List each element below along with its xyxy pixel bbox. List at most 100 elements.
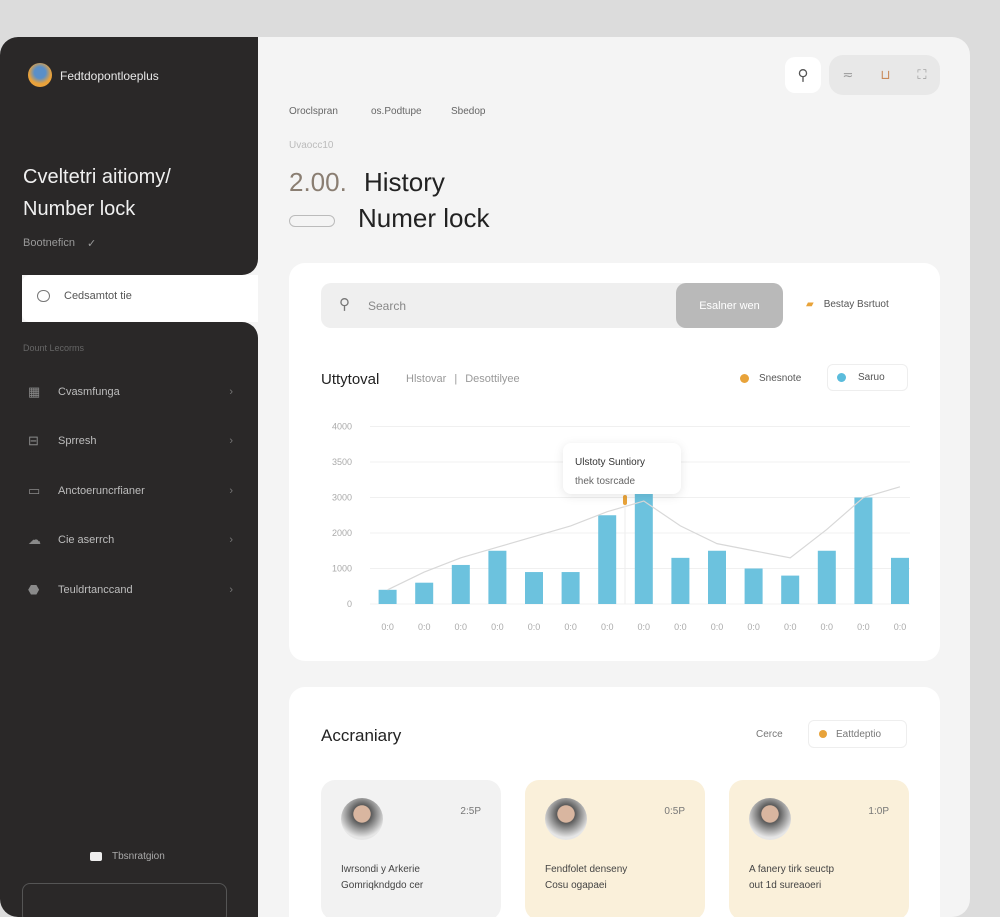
app-window: Fedtdopontloeplus Cveltetri aitiomy/ Num… bbox=[0, 37, 970, 917]
search-submit-button[interactable]: Esalner wen bbox=[676, 283, 783, 328]
person-card[interactable]: 2:5P Iwrsondi y Arkerie Gomriqkndgdo cer bbox=[321, 780, 501, 917]
y-tick-label: 3000 bbox=[332, 493, 352, 503]
calendar-icon: ▭ bbox=[28, 483, 41, 498]
x-tick-label: 0:0 bbox=[711, 622, 724, 632]
x-tick-label: 0:0 bbox=[857, 622, 870, 632]
chart-tab-1[interactable]: Desottilyee bbox=[465, 373, 520, 385]
chart-tab-0[interactable]: Hlstovar bbox=[406, 373, 447, 385]
x-tick-label: 0:0 bbox=[564, 622, 577, 632]
chevron-down-icon: ✓ bbox=[86, 238, 97, 250]
shield-icon: ⬣ bbox=[28, 582, 40, 597]
card-line2: Cosu ogapaei bbox=[545, 880, 607, 891]
activity-link[interactable]: Cerce bbox=[756, 729, 783, 740]
sidebar-selected-item[interactable] bbox=[22, 275, 258, 322]
card-line1: Iwrsondi y Arkerie bbox=[341, 864, 420, 875]
side-action[interactable]: ▰ Bestay Bsrtuot bbox=[806, 299, 889, 310]
bar bbox=[451, 564, 470, 604]
sidebar-item-0[interactable]: ▦ Cvasmfunga › bbox=[28, 382, 233, 402]
x-tick-label: 0:0 bbox=[601, 622, 614, 632]
chart-tabs: Hlstovar | Desottilyee bbox=[406, 373, 520, 385]
x-tick-label: 0:0 bbox=[528, 622, 541, 632]
search-button[interactable]: ⚲ bbox=[785, 57, 821, 93]
bar bbox=[708, 550, 726, 604]
sidebar-dropdown[interactable]: Bootneficn ✓ bbox=[23, 237, 96, 250]
tooltip-marker bbox=[623, 495, 627, 505]
bar bbox=[781, 575, 800, 604]
dropdown-label: Bootneficn bbox=[23, 237, 75, 249]
card-line1: Fendfolet denseny bbox=[545, 864, 628, 875]
expand-icon[interactable]: ⛶ bbox=[917, 67, 927, 82]
bar bbox=[854, 497, 873, 604]
bar bbox=[561, 572, 580, 604]
bar bbox=[378, 589, 397, 604]
logo-icon bbox=[28, 63, 52, 87]
legend-label: Snesnote bbox=[759, 373, 802, 384]
selected-item-content[interactable]: Cedsamtot tie bbox=[37, 290, 132, 302]
status-dot bbox=[819, 730, 827, 738]
bar bbox=[634, 493, 653, 604]
x-tick-label: 0:0 bbox=[784, 622, 797, 632]
activity-filter[interactable]: Eattdeptio bbox=[808, 720, 907, 748]
card-line1: A fanery tirk seuctp bbox=[749, 864, 835, 875]
chevron-icon: › bbox=[229, 584, 233, 596]
top-link-0[interactable]: Oroclspran bbox=[289, 106, 338, 117]
search-placeholder: Search bbox=[368, 299, 407, 313]
inbox-icon[interactable]: ⊔ bbox=[880, 67, 891, 82]
sidebar-item-3[interactable]: ☁ Cie aserrch › bbox=[28, 530, 233, 550]
x-tick-label: 0:0 bbox=[821, 622, 834, 632]
toolbar-icons: ≂ ⊔ ⛶ bbox=[829, 55, 940, 95]
person-card[interactable]: 1:0P A fanery tirk seuctp out 1d sureaoe… bbox=[729, 780, 909, 917]
legend-dot bbox=[740, 374, 749, 383]
header-eyebrow: Uvaocc10 bbox=[289, 140, 334, 151]
search-icon: ⚲ bbox=[339, 296, 350, 313]
item-label: Teuldrtanccand bbox=[58, 584, 133, 596]
avatar bbox=[341, 798, 383, 840]
bar bbox=[488, 550, 507, 604]
avatar bbox=[749, 798, 791, 840]
sidebar-title-line1: Cveltetri aitiomy/ bbox=[23, 166, 171, 188]
item-label: Anctoeruncrfianer bbox=[58, 485, 145, 497]
lock-icon: ▰ bbox=[806, 299, 814, 310]
chart-title: Uttytoval bbox=[321, 371, 380, 388]
sidebar-title: Cveltetri aitiomy/ Number lock bbox=[23, 161, 171, 225]
section-label: Dount Lecorms bbox=[23, 343, 85, 353]
legend-item-1[interactable]: Saruo bbox=[827, 364, 908, 391]
card-time: 2:5P bbox=[460, 806, 481, 817]
activity-title: Accraniary bbox=[321, 726, 402, 745]
person-card[interactable]: 0:5P Fendfolet denseny Cosu ogapaei bbox=[525, 780, 705, 917]
bar bbox=[415, 582, 434, 604]
filter-icon[interactable]: ≂ bbox=[842, 67, 854, 82]
bar bbox=[817, 550, 836, 604]
sidebar-item-2[interactable]: ▭ Anctoeruncrfianer › bbox=[28, 481, 233, 501]
legend-item-0[interactable]: Snesnote bbox=[740, 373, 801, 384]
grid-icon: ▦ bbox=[28, 384, 41, 399]
series-line bbox=[387, 486, 901, 591]
sidebar-item-1[interactable]: ⊟ Sprresh › bbox=[28, 431, 233, 451]
sidebar-footer[interactable]: Tbsnratgion bbox=[90, 851, 165, 862]
selected-item-label: Cedsamtot tie bbox=[64, 290, 132, 302]
page-title: History bbox=[364, 167, 445, 197]
y-tick-label: 4000 bbox=[332, 422, 352, 432]
header-value: 2.00. bbox=[289, 167, 347, 197]
y-tick-label: 0 bbox=[347, 599, 352, 609]
bar bbox=[525, 572, 543, 604]
x-tick-label: 0:0 bbox=[638, 622, 651, 632]
x-tick-label: 0:0 bbox=[455, 622, 468, 632]
chevron-icon: › bbox=[229, 534, 233, 546]
x-tick-label: 0:0 bbox=[747, 622, 760, 632]
cloud-icon: ☁ bbox=[28, 532, 41, 547]
toggle-pill[interactable] bbox=[289, 215, 335, 227]
x-tick-label: 0:0 bbox=[674, 622, 687, 632]
search-icon: ⚲ bbox=[797, 67, 809, 84]
chat-icon bbox=[37, 290, 50, 302]
sidebar-title-line2: Number lock bbox=[23, 198, 136, 220]
bar bbox=[671, 557, 690, 604]
bar bbox=[891, 557, 909, 604]
y-tick-label: 2000 bbox=[332, 528, 352, 538]
bar bbox=[744, 568, 763, 604]
top-link-2[interactable]: Sbedop bbox=[451, 106, 486, 117]
sidebar-item-4[interactable]: ⬣ Teuldrtanccand › bbox=[28, 580, 233, 600]
card-line2: out 1d sureaoeri bbox=[749, 880, 822, 891]
item-label: Sprresh bbox=[58, 435, 97, 447]
top-link-1[interactable]: os.Podtupe bbox=[371, 106, 422, 117]
